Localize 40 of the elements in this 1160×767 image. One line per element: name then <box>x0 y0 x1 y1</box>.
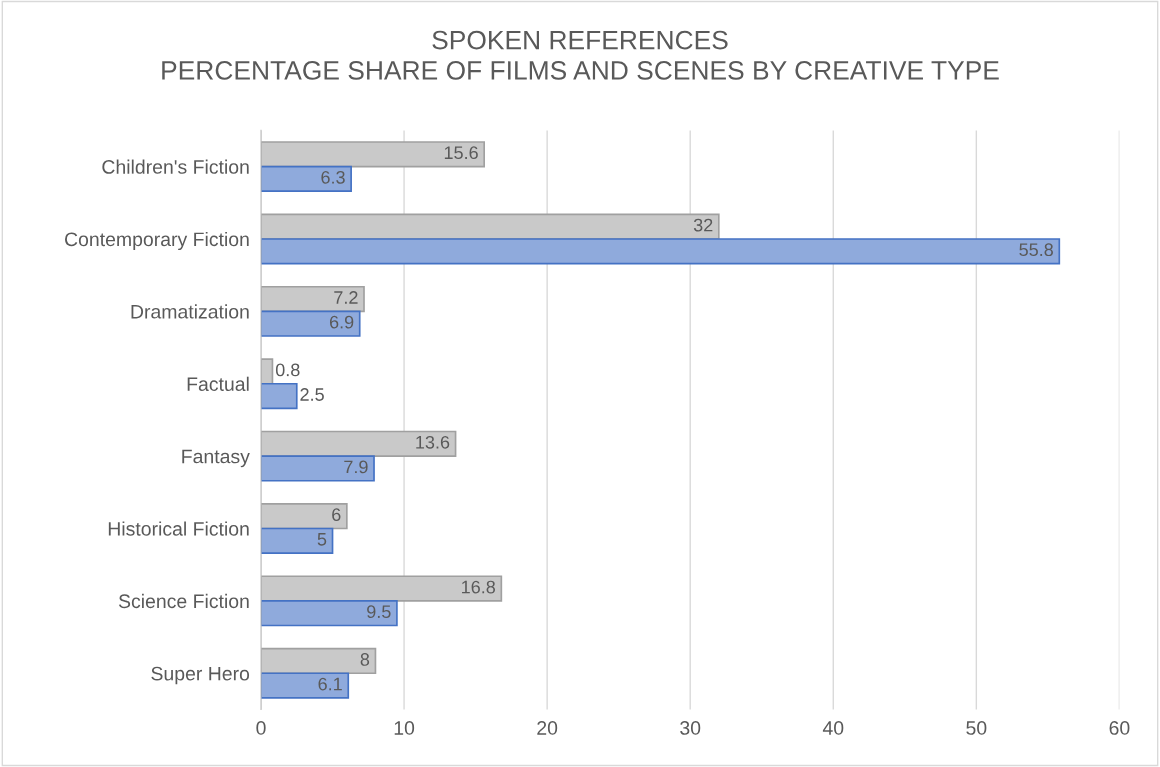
x-tick-label: 20 <box>537 721 558 735</box>
data-label: 2.5 <box>300 388 324 401</box>
data-label: 13.6 <box>416 435 450 449</box>
y-tick-label: Dramatization <box>131 304 249 319</box>
data-label: 7.2 <box>334 291 358 304</box>
data-label: 9.5 <box>367 605 391 619</box>
data-label: 16.8 <box>462 580 496 594</box>
data-label: 32 <box>693 218 713 232</box>
y-tick-label: Historical Fiction <box>108 521 249 536</box>
x-tick-label: 60 <box>1109 721 1130 735</box>
data-label: 55.8 <box>1019 243 1053 257</box>
x-tick-label: 30 <box>680 721 701 735</box>
bar <box>261 310 361 337</box>
chart-title: SPOKEN REFERENCES PERCENTAGE SHARE OF FILMS AND SCENES BY CREATIVE TYPE <box>162 30 999 80</box>
data-label: 8 <box>360 653 370 666</box>
bar <box>261 672 350 699</box>
data-label: 15.6 <box>444 146 478 160</box>
bar <box>261 527 334 554</box>
x-tick-label: 10 <box>394 721 415 735</box>
x-tick-label: 0 <box>256 721 266 735</box>
y-tick-label: Factual <box>187 376 249 391</box>
x-tick-label: 40 <box>822 721 844 735</box>
data-label: 6.3 <box>321 170 345 184</box>
data-label: 6.9 <box>329 315 354 329</box>
data-label: 0.8 <box>275 363 300 377</box>
data-label: 5 <box>317 533 327 546</box>
data-label: 6.1 <box>318 677 342 691</box>
y-tick-label: Super Hero <box>151 666 250 685</box>
bar <box>261 382 298 410</box>
bar <box>261 165 352 193</box>
data-label: 6 <box>332 508 341 522</box>
y-tick-label: Science Fiction <box>118 593 249 609</box>
y-tick-label: Fantasy <box>182 449 250 468</box>
y-tick-label: Contemporary Fiction <box>65 231 249 251</box>
y-tick-label: Children's Fiction <box>102 159 249 174</box>
bar <box>261 600 398 627</box>
x-tick-label: 50 <box>966 721 987 735</box>
data-label: 7.9 <box>344 460 368 474</box>
bar <box>261 238 1061 265</box>
bar <box>261 455 375 482</box>
